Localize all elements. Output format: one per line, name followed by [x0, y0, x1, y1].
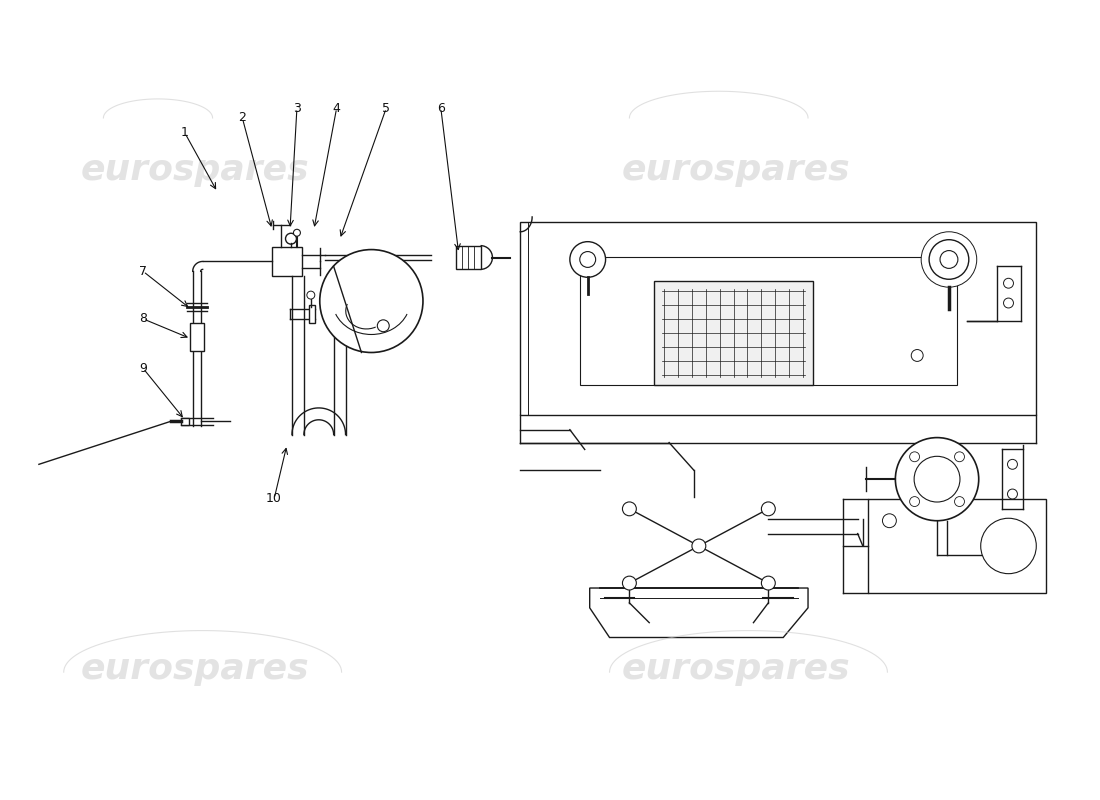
Circle shape [921, 232, 977, 287]
Circle shape [1008, 459, 1018, 470]
Circle shape [623, 502, 636, 516]
Text: 5: 5 [383, 102, 390, 114]
Text: 3: 3 [293, 102, 301, 114]
Circle shape [377, 320, 389, 332]
Circle shape [761, 576, 776, 590]
Circle shape [320, 250, 424, 353]
Bar [580, 257, 957, 385]
Circle shape [930, 240, 969, 279]
Circle shape [914, 456, 960, 502]
Text: eurospares: eurospares [621, 652, 850, 686]
Bar [272, 246, 301, 276]
Text: 10: 10 [266, 493, 282, 506]
Bar [189, 323, 204, 350]
Circle shape [940, 250, 958, 268]
Circle shape [1003, 278, 1013, 288]
Bar [455, 246, 481, 270]
Text: eurospares: eurospares [81, 652, 309, 686]
Circle shape [981, 518, 1036, 574]
Circle shape [580, 251, 596, 267]
Circle shape [895, 438, 979, 521]
Circle shape [692, 539, 706, 553]
Text: 9: 9 [140, 362, 147, 375]
Circle shape [286, 234, 296, 244]
Text: eurospares: eurospares [621, 154, 850, 187]
Text: eurospares: eurospares [81, 154, 309, 187]
Circle shape [955, 452, 965, 462]
Circle shape [911, 350, 923, 362]
Circle shape [910, 497, 920, 506]
Circle shape [1008, 489, 1018, 499]
Text: 7: 7 [139, 265, 147, 278]
Circle shape [570, 242, 606, 278]
Circle shape [882, 514, 896, 528]
Bar [654, 282, 813, 385]
Circle shape [307, 291, 315, 299]
Text: 1: 1 [180, 126, 189, 139]
Circle shape [623, 576, 636, 590]
Text: 8: 8 [139, 312, 147, 326]
Circle shape [910, 452, 920, 462]
Bar [309, 305, 315, 323]
Bar [180, 418, 189, 425]
Text: 2: 2 [239, 111, 246, 125]
Circle shape [1003, 298, 1013, 308]
Text: 6: 6 [437, 102, 444, 114]
Circle shape [294, 230, 300, 236]
Circle shape [761, 502, 776, 516]
Circle shape [955, 497, 965, 506]
Text: 4: 4 [332, 102, 341, 114]
